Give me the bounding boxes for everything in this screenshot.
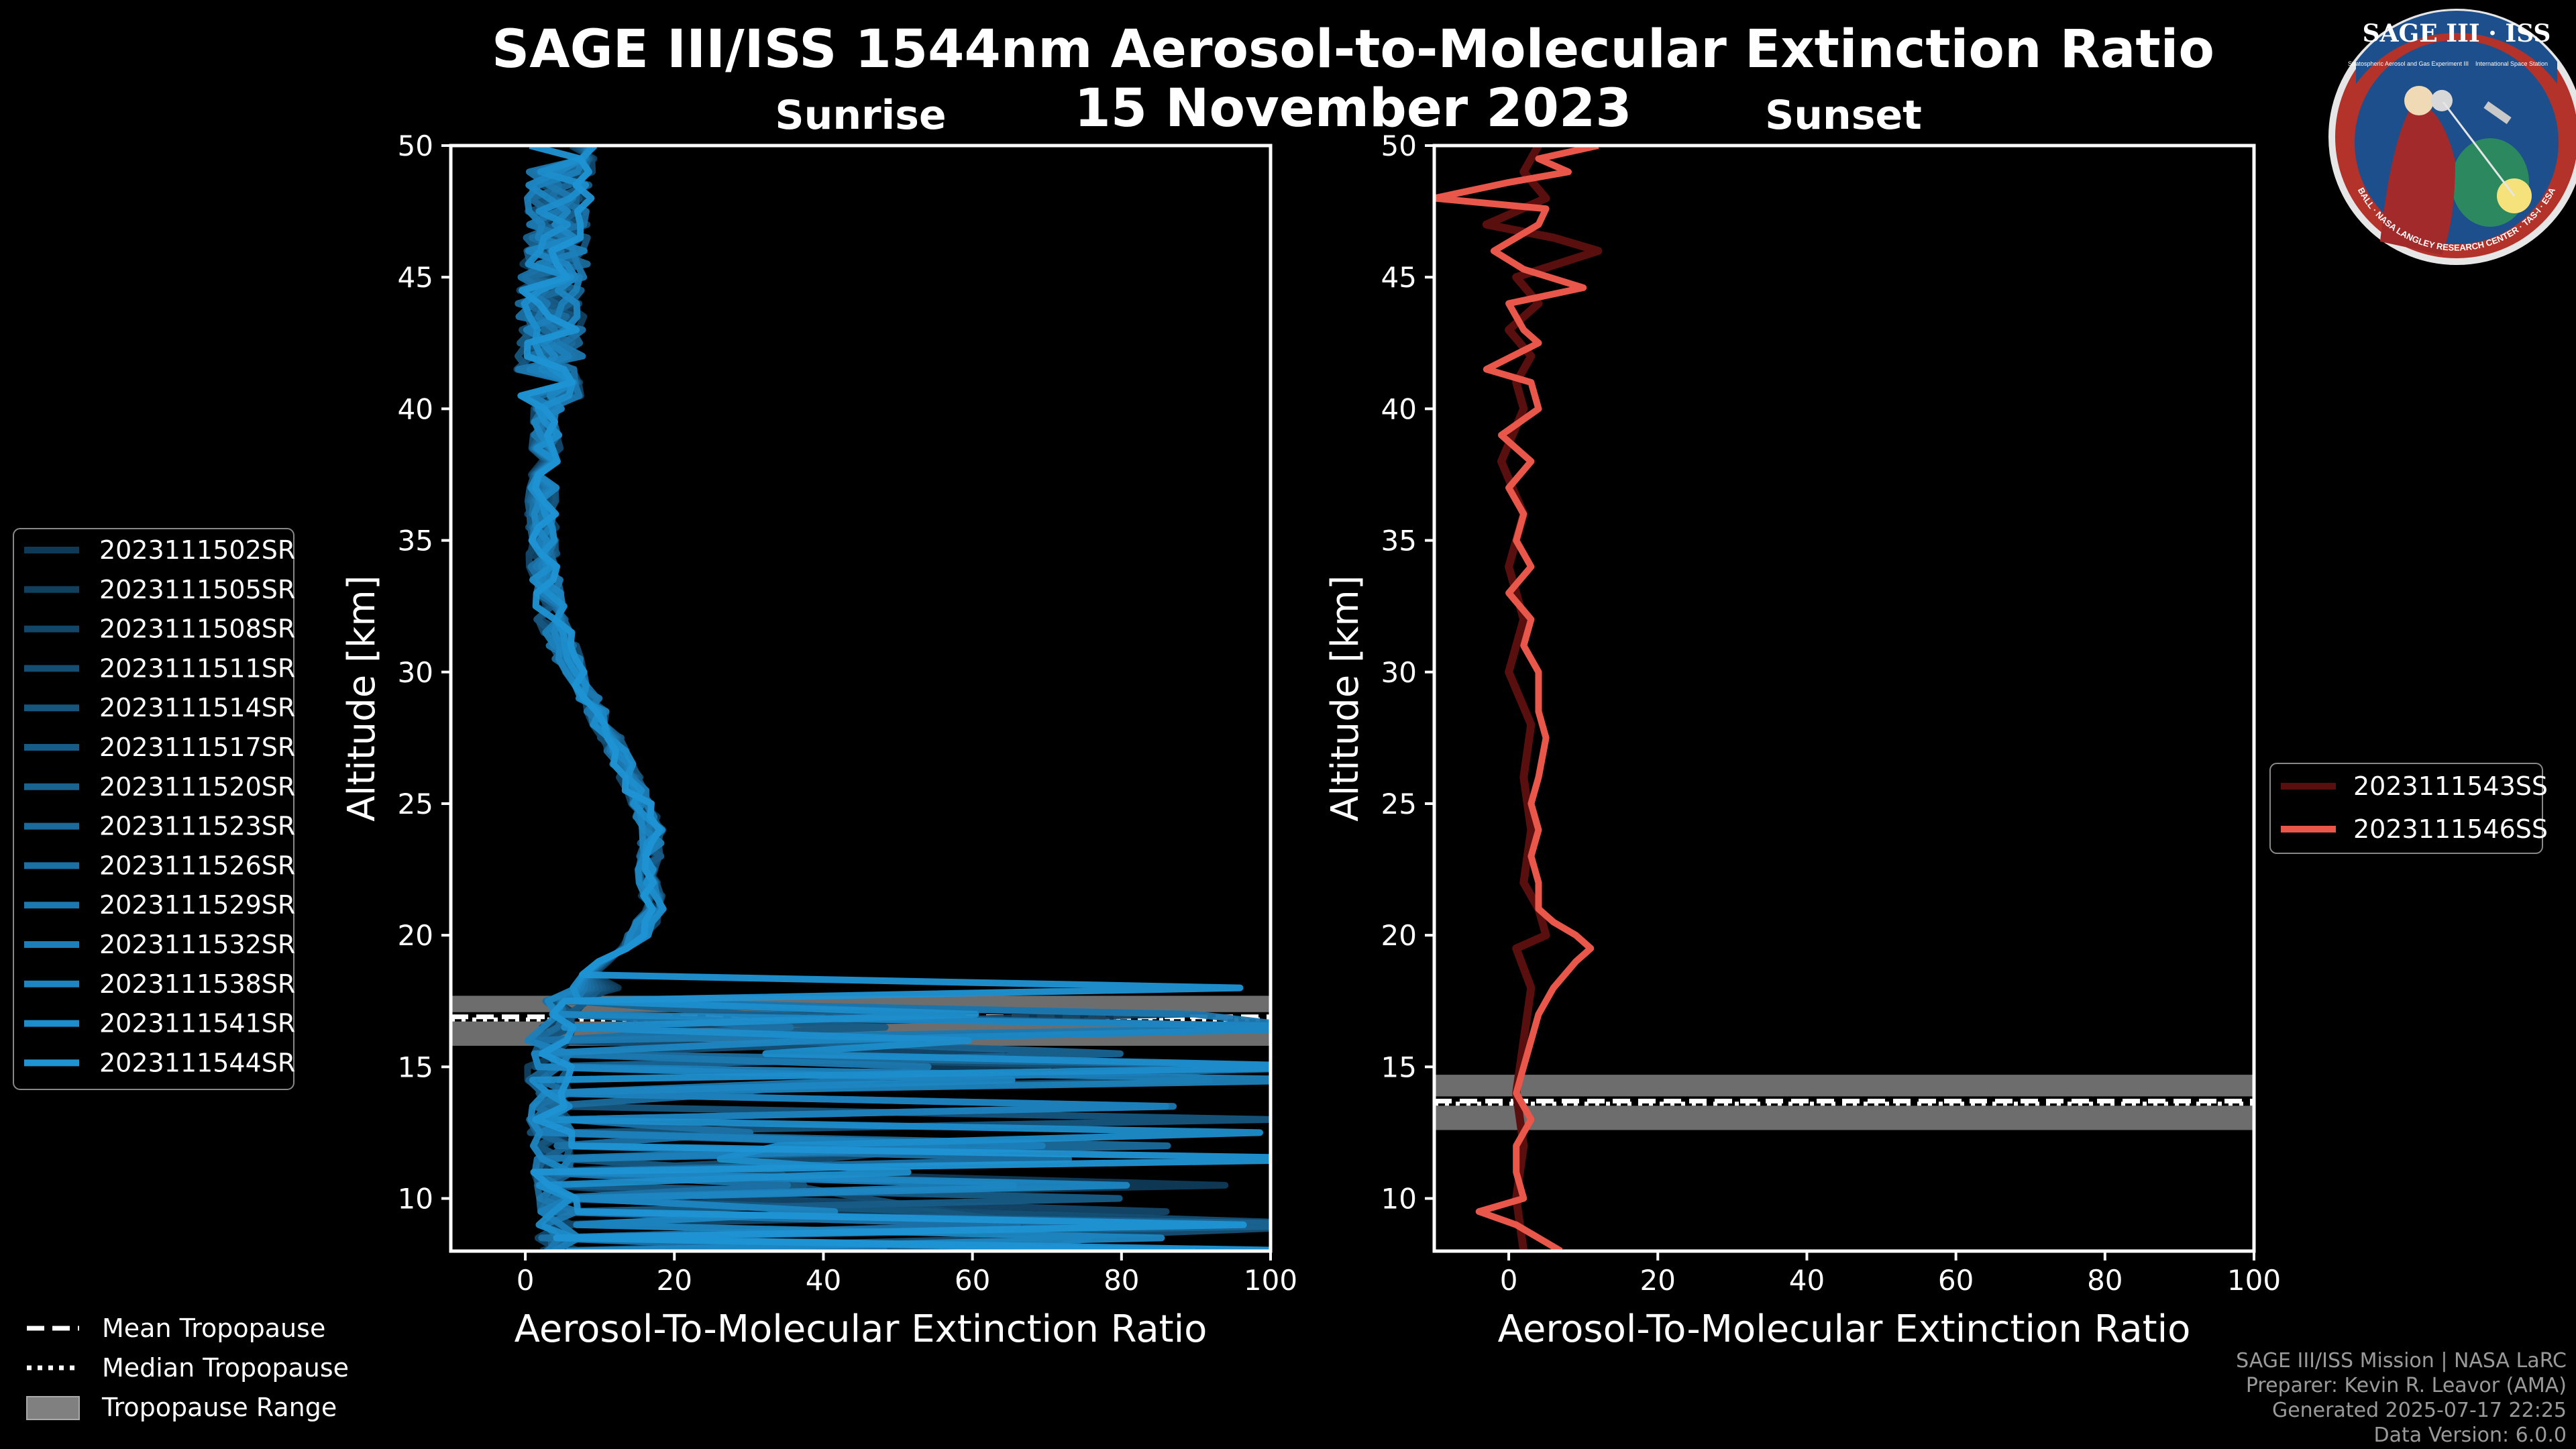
sunset-y-tick-label: 10 (1381, 1183, 1417, 1216)
logo-title-band (2356, 10, 2557, 85)
tropopause-range-swatch (26, 1396, 80, 1420)
sunset-y-axis-label: Altitude [km] (1324, 575, 1367, 821)
sunrise-axis-ticks: 0 20 40 60 80 100 10 15 20 25 30 35 40 45 50 (398, 129, 1298, 1297)
sage-iii-iss-mission-patch-logo: SAGE III · ISS Stratospheric Aerosol and… (2328, 9, 2576, 265)
sunset-x-tick-label: 0 (1500, 1264, 1518, 1297)
sunrise-x-tick-label: 80 (1104, 1264, 1139, 1297)
logo-space-station-icon (2483, 101, 2512, 124)
sunset-x-axis-label: Aerosol-To-Molecular Extinction Ratio (1498, 1307, 2191, 1351)
sunset-panel: 0 20 40 60 80 100 10 15 20 25 30 35 40 45 50 Aerosol-T… (1324, 129, 2281, 1351)
sunset-plot-frame (1432, 144, 2256, 1253)
sunrise-y-tick-label: 15 (398, 1051, 433, 1083)
mean-tropopause-label: Mean Tropopause (102, 1313, 325, 1343)
sunrise-plot-frame (449, 144, 1273, 1253)
sunrise-y-tick-label: 25 (398, 788, 433, 820)
sunset-y-tick-label: 50 (1381, 129, 1417, 162)
sunrise-legend-label: 2023111514SR (99, 693, 295, 722)
sunrise-series-line-2023111544SR (517, 146, 1271, 1251)
sunset-y-tick-label: 20 (1381, 919, 1417, 952)
logo-light-ray-icon (2442, 101, 2516, 197)
footer-mission: SAGE III/ISS Mission | NASA LaRC (2236, 1349, 2567, 1373)
sunset-panel-title: Sunset (1765, 92, 1922, 139)
sunset-y-tick-label: 30 (1381, 656, 1417, 689)
footer-preparer: Preparer: Kevin R. Leavor (AMA) (2246, 1374, 2567, 1397)
sunrise-legend-label: 2023111511SR (99, 653, 295, 683)
sunrise-x-tick-label: 20 (657, 1264, 692, 1297)
sunset-series-layer (1434, 146, 1603, 1251)
logo-subtitle-right: International Space Station (2475, 60, 2548, 67)
sunset-x-tick-label: 60 (1938, 1264, 1974, 1297)
footer-generated: Generated 2025-07-17 22:25 (2272, 1399, 2567, 1422)
sunrise-legend-label: 2023111505SR (99, 575, 295, 604)
sunset-y-tick-label: 35 (1381, 525, 1417, 557)
sunset-axis-ticks: 0 20 40 60 80 100 10 15 20 25 30 35 40 45 50 (1381, 129, 2282, 1297)
sunset-y-tick-label: 45 (1381, 261, 1417, 294)
footer-data-version: Data Version: 6.0.0 (2374, 1424, 2567, 1447)
sunset-x-tick-label: 20 (1640, 1264, 1676, 1297)
logo-figure-head-icon (2404, 86, 2434, 115)
sunrise-y-axis-label: Altitude [km] (340, 575, 384, 821)
sunset-plot-area (1434, 146, 2254, 1251)
sunset-x-tick-label: 100 (2227, 1264, 2281, 1297)
sunrise-legend-label: 2023111541SR (99, 1009, 295, 1038)
tropopause-legend: Mean Tropopause Median Tropopause Tropop… (26, 1313, 349, 1422)
sunrise-y-tick-label: 10 (398, 1183, 433, 1216)
sunrise-y-tick-label: 50 (398, 129, 433, 162)
sunrise-y-tick-label: 40 (398, 392, 433, 425)
sunset-x-tick-label: 40 (1789, 1264, 1825, 1297)
sunrise-series-line-2023111529SR (515, 146, 1271, 1251)
sunrise-series-layer (513, 146, 1271, 1251)
sunrise-legend-label: 2023111502SR (99, 535, 295, 565)
sunrise-legend-label: 2023111517SR (99, 733, 295, 762)
sunset-legend-box (2269, 763, 2543, 854)
sunset-tropopause-layer (1434, 1075, 2254, 1130)
sunrise-legend-label: 2023111529SR (99, 890, 295, 920)
sunrise-panel: 0 20 40 60 80 100 10 15 20 25 30 35 40 45 50 Aerosol-T… (340, 129, 1298, 1351)
sunrise-panel-title: Sunrise (775, 92, 946, 139)
sunset-y-tick-label: 40 (1381, 392, 1417, 425)
sunset-legend: 2023111543SS 2023111546SS (2269, 763, 2548, 854)
sunrise-x-tick-label: 60 (955, 1264, 990, 1297)
sunrise-legend-label: 2023111508SR (99, 614, 295, 644)
sunrise-legend-box (13, 528, 294, 1090)
figure-subtitle-date: 15 November 2023 (1074, 78, 1631, 139)
sunset-legend-label: 2023111546SS (2353, 814, 2548, 844)
sunset-y-tick-label: 25 (1381, 788, 1417, 820)
sunrise-legend: 2023111502SR 2023111505SR 2023111508SR 2023… (13, 528, 295, 1090)
sunrise-y-tick-label: 35 (398, 525, 433, 557)
sunrise-x-tick-label: 0 (517, 1264, 535, 1297)
median-tropopause-label: Median Tropopause (102, 1353, 349, 1383)
tropopause-range-label: Tropopause Range (101, 1393, 337, 1422)
sunrise-legend-label: 2023111526SR (99, 851, 295, 880)
sunset-series-line-2023111543SS (1482, 146, 1603, 1251)
footer-credits: SAGE III/ISS Mission | NASA LaRC Prepare… (2236, 1349, 2567, 1447)
sunrise-x-axis-label: Aerosol-To-Molecular Extinction Ratio (515, 1307, 1208, 1351)
sunrise-y-tick-label: 30 (398, 656, 433, 689)
sunrise-legend-label: 2023111532SR (99, 930, 295, 959)
figure-title: SAGE III/ISS 1544nm Aerosol-to-Molecular… (492, 19, 2214, 80)
logo-subtitle-left: Stratospheric Aerosol and Gas Experiment… (2348, 60, 2469, 67)
sunrise-y-tick-label: 45 (398, 261, 433, 294)
sunset-series-line-2023111546SS (1434, 146, 1599, 1251)
sunset-y-tick-label: 15 (1381, 1051, 1417, 1083)
sunrise-x-tick-label: 100 (1244, 1264, 1297, 1297)
sunset-legend-label: 2023111543SS (2353, 771, 2548, 801)
sunrise-legend-label: 2023111520SR (99, 772, 295, 802)
sunset-x-tick-label: 80 (2087, 1264, 2123, 1297)
sunrise-legend-label: 2023111538SR (99, 969, 295, 999)
logo-figure-icon (2380, 101, 2455, 255)
sunrise-x-tick-label: 40 (806, 1264, 841, 1297)
sunrise-legend-label: 2023111523SR (99, 812, 295, 841)
sunrise-legend-label: 2023111544SR (99, 1048, 295, 1077)
sunrise-y-tick-label: 20 (398, 919, 433, 952)
logo-moon-icon (2431, 90, 2453, 111)
logo-title: SAGE III · ISS (2363, 19, 2551, 48)
